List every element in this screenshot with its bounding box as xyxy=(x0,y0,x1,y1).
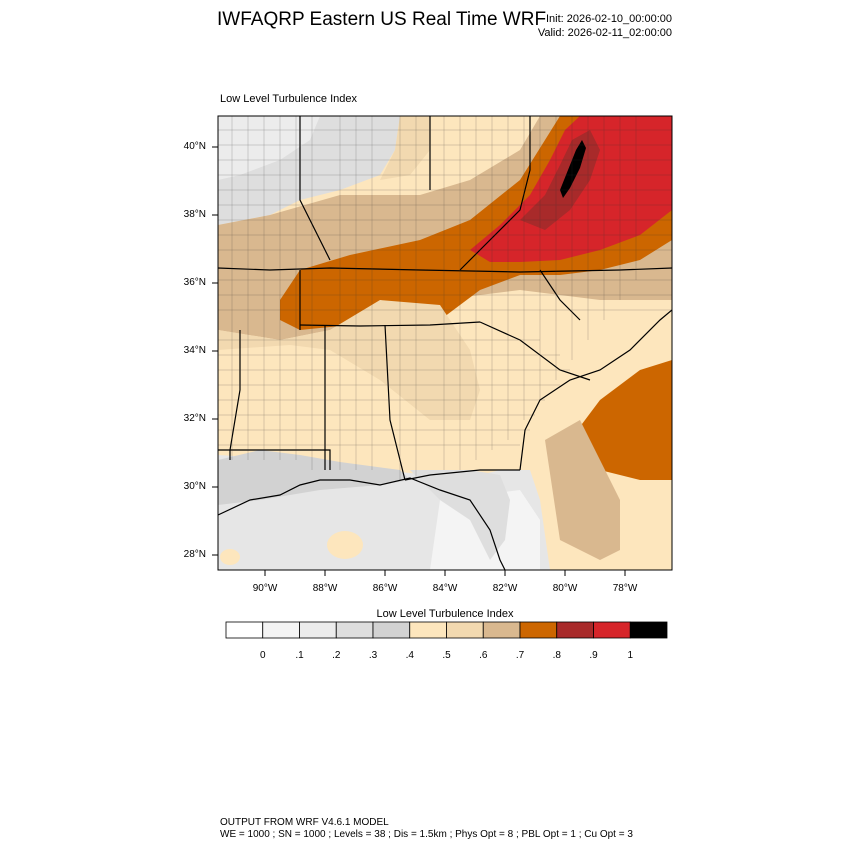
colorbar-swatch xyxy=(519,621,558,639)
lat-label-38: 38°N xyxy=(183,209,206,220)
colorbar-tick-label: .6 xyxy=(479,650,488,661)
init-time: Init: 2026-02-10_00:00:00 xyxy=(546,13,672,25)
lon-label-84: 84°W xyxy=(432,583,458,594)
valid-time: Valid: 2026-02-11_02:00:00 xyxy=(537,27,672,39)
colorbar-tick-label: .3 xyxy=(368,650,378,661)
colorbar-tick-label: 1 xyxy=(627,650,634,661)
lon-label-88: 88°W xyxy=(312,583,338,594)
colorbar-tick-label: .8 xyxy=(552,650,561,661)
colorbar-tick-label: .7 xyxy=(515,650,525,661)
colorbar-swatch xyxy=(299,621,337,639)
colorbar-swatch xyxy=(593,621,631,639)
colorbar-swatch xyxy=(482,621,521,639)
colorbar-swatch xyxy=(262,621,300,639)
colorbar-tick-label: .2 xyxy=(332,650,341,661)
colorbar-swatch xyxy=(372,621,411,639)
lon-label-80: 80°W xyxy=(552,583,578,594)
lon-label-78: 78°W xyxy=(612,583,638,594)
colorbar-tick-label: .4 xyxy=(405,650,414,661)
lat-label-40: 40°N xyxy=(183,141,206,152)
colorbar-tick-label: .9 xyxy=(589,650,598,661)
colorbar-swatch xyxy=(629,621,668,639)
lat-label-30: 30°N xyxy=(183,481,206,492)
lon-label-86: 86°W xyxy=(372,583,398,594)
colorbar-tick-label: .1 xyxy=(295,650,304,661)
map-fill xyxy=(218,116,672,570)
colorbar-tick-label: 0 xyxy=(259,650,266,661)
colorbar-swatch xyxy=(409,621,447,639)
lat-label-34: 34°N xyxy=(183,345,206,356)
colorbar-swatch xyxy=(335,621,374,639)
lat-label-28: 28°N xyxy=(183,549,206,560)
footer-config: WE = 1000 ; SN = 1000 ; Levels = 38 ; Di… xyxy=(220,829,633,840)
lat-label-32: 32°N xyxy=(183,413,206,424)
page-title: IWFAQRP Eastern US Real Time WRF xyxy=(217,9,547,30)
colorbar-swatch xyxy=(446,621,484,639)
footer-model: OUTPUT FROM WRF V4.6.1 MODEL xyxy=(220,817,389,828)
colorbar-tick-label: .5 xyxy=(442,650,451,661)
map-label: Low Level Turbulence Index xyxy=(220,93,357,105)
colorbar-swatch xyxy=(556,621,594,639)
colorbar-title: Low Level Turbulence Index xyxy=(376,608,514,620)
colorbar-swatch xyxy=(225,621,264,639)
colorbar xyxy=(225,621,668,639)
lon-label-90: 90°W xyxy=(252,583,278,594)
lat-label-36: 36°N xyxy=(183,277,206,288)
lon-label-82: 82°W xyxy=(492,583,518,594)
